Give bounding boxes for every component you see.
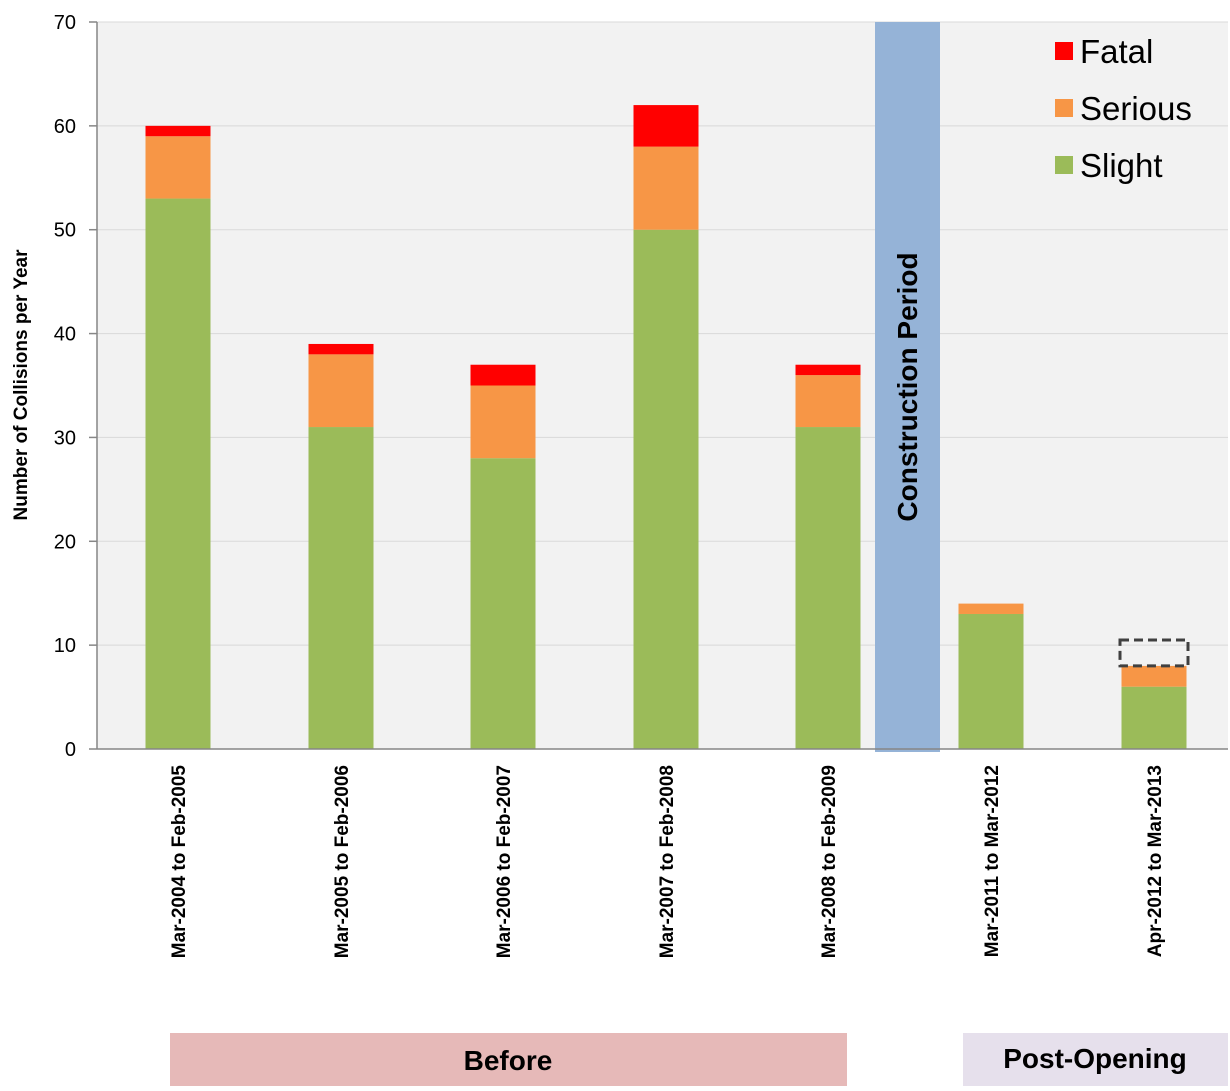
period-before-band (170, 1033, 847, 1086)
y-tick-label: 10 (54, 635, 76, 657)
axes (96, 22, 1228, 750)
legend-label-serious: Serious (1080, 90, 1192, 127)
y-tick-label: 30 (54, 427, 76, 449)
x-tick-label: Mar-2008 to Feb-2009 (819, 765, 840, 958)
bar-segment-slight (1121, 686, 1187, 749)
bar-segment-fatal (633, 105, 699, 147)
x-tick-label: Mar-2011 to Mar-2012 (982, 765, 1003, 957)
construction-band (875, 22, 940, 752)
construction-period-band: Construction Period (875, 22, 940, 752)
dashed-box-annotation (1118, 638, 1190, 668)
period-post-opening-band (963, 1033, 1228, 1086)
legend: Fatal Serious Slight (1055, 33, 1192, 184)
bar-segment-fatal (470, 364, 536, 386)
bar-segment-slight (958, 613, 1024, 749)
y-tick-label: 0 (65, 739, 76, 761)
bar-segment-serious (958, 603, 1024, 614)
bar-segment-fatal (795, 364, 861, 376)
bar-segment-serious (145, 136, 211, 199)
bar-segment-slight (145, 198, 211, 750)
bar-segment-serious (1121, 665, 1187, 687)
bar-segment-serious (795, 375, 861, 428)
period-post-opening-label: Post-Opening (1003, 1043, 1187, 1074)
x-tick-label: Mar-2007 to Feb-2008 (657, 765, 678, 958)
bar-segment-fatal (145, 125, 211, 137)
legend-swatch-serious (1055, 99, 1073, 117)
y-tick-label: 40 (54, 324, 76, 346)
legend-label-slight: Slight (1080, 147, 1163, 184)
x-tick-labels: Mar-2004 to Feb-2005 Mar-2005 to Feb-2006… (169, 765, 1166, 959)
bar-segment-serious (470, 385, 536, 459)
bar-segment-slight (795, 427, 861, 749)
period-bands: Before Post-Opening (170, 1033, 1228, 1086)
y-tick-label: 20 (54, 531, 76, 553)
y-tick-label: 70 (54, 12, 76, 34)
y-tick-label: 60 (54, 116, 76, 138)
x-tick-label: Mar-2006 to Feb-2007 (494, 765, 515, 958)
y-axis-label: Number of Collisions per Year (11, 249, 32, 521)
y-tick-labels: 0 10 20 30 40 50 60 70 (54, 12, 97, 761)
legend-label-fatal: Fatal (1080, 33, 1153, 70)
bar-segment-slight (470, 458, 536, 749)
bars (145, 105, 1187, 750)
bar-segment-fatal (308, 343, 374, 355)
x-tick-label: Apr-2012 to Mar-2013 (1145, 765, 1166, 957)
legend-swatch-slight (1055, 156, 1073, 174)
bar-segment-serious (633, 146, 699, 230)
bar-segment-slight (308, 427, 374, 749)
period-before-label: Before (464, 1045, 553, 1076)
dashed-box (1118, 638, 1190, 668)
bar-segment-slight (633, 229, 699, 749)
bar-segment-serious (308, 354, 374, 428)
y-tick-label: 50 (54, 220, 76, 242)
legend-swatch-fatal (1055, 42, 1073, 60)
construction-label: Construction Period (892, 252, 923, 521)
x-tick-label: Mar-2004 to Feb-2005 (169, 765, 190, 959)
x-tick-label: Mar-2005 to Feb-2006 (332, 765, 353, 958)
